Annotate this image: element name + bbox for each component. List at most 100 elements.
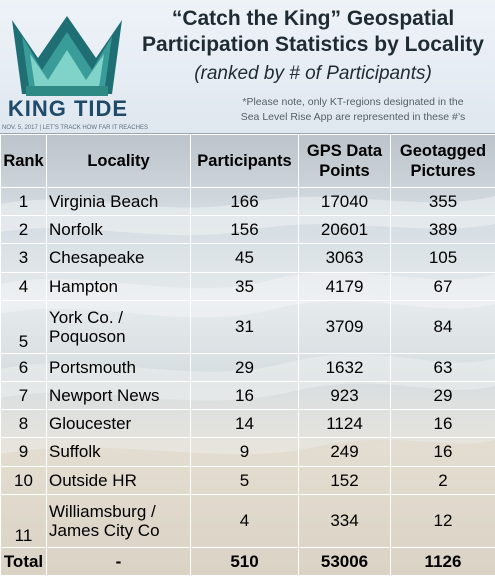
table-row: 11 Williamsburg / James City Co 4 334 12 [0, 493, 495, 548]
participants-cell: 14 [190, 409, 299, 439]
header-pictures-line-2: Pictures [410, 162, 476, 180]
rank-cell: 3 [0, 243, 47, 273]
page-subtitle: (ranked by # of Participants) [194, 63, 432, 84]
gps-cell: 4179 [298, 271, 391, 301]
locality-cell: York Co. / Poquoson [46, 299, 191, 354]
locality-line-2: Poquoson [49, 326, 126, 346]
gps-cell: 1632 [298, 352, 391, 382]
locality-cell: Outside HR [46, 465, 191, 495]
gps-cell: 249 [298, 437, 391, 467]
rank-cell: 7 [0, 380, 47, 411]
gps-cell: 3709 [298, 299, 391, 354]
pictures-cell: 355 [390, 186, 495, 217]
rank-cell: 2 [0, 215, 47, 245]
locality-cell: Hampton [46, 271, 191, 301]
locality-cell: Chesapeake [46, 243, 191, 273]
header-rank: Rank [0, 134, 47, 188]
gps-cell: 152 [298, 465, 391, 495]
pictures-cell: 105 [390, 243, 495, 273]
pictures-cell: 67 [390, 271, 495, 301]
header-gps-line-2: Points [319, 162, 370, 180]
header-gps: GPS Data Points [298, 134, 391, 188]
table-row: 9 Suffolk 9 249 16 [0, 437, 495, 467]
table-row: 1 Virginia Beach 166 17040 355 [0, 186, 495, 217]
pictures-cell: 84 [390, 299, 495, 354]
rank-cell: 10 [0, 465, 47, 495]
total-label: Total [0, 546, 47, 576]
total-gps: 53006 [298, 546, 391, 576]
participants-cell: 5 [190, 465, 299, 495]
header-pictures-line-1: Geotagged [399, 142, 487, 160]
header: KING TIDE NOV. 5, 2017 | LET'S TRACK HOW… [0, 0, 495, 134]
stats-table: Rank Locality Participants GPS Data Poin… [0, 134, 495, 576]
locality-cell: Newport News [46, 380, 191, 411]
table-header-row: Rank Locality Participants GPS Data Poin… [0, 134, 495, 188]
total-locality: - [46, 546, 191, 576]
table-row: 6 Portsmouth 29 1632 63 [0, 352, 495, 382]
rank-cell: 8 [0, 409, 47, 439]
gps-cell: 17040 [298, 186, 391, 217]
locality-cell: Norfolk [46, 215, 191, 245]
title-line-2: Participation Statistics by Locality [142, 33, 484, 56]
locality-line-1: York Co. / [49, 307, 124, 327]
logo-tagline: NOV. 5, 2017 | LET'S TRACK HOW FAR IT RE… [2, 125, 148, 131]
king-tide-logo: KING TIDE NOV. 5, 2017 | LET'S TRACK HOW… [2, 4, 148, 131]
note-line-1: *Please note, only KT-regions designated… [242, 96, 464, 108]
header-locality: Locality [46, 134, 191, 188]
header-participants: Participants [190, 134, 299, 188]
pictures-cell: 16 [390, 409, 495, 439]
locality-cell: Williamsburg / James City Co [46, 493, 191, 548]
title-line-1: “Catch the King” Geospatial [171, 7, 455, 30]
rank-cell: 4 [0, 271, 47, 301]
crown-icon [12, 16, 122, 96]
participants-cell: 9 [190, 437, 299, 467]
participants-cell: 4 [190, 493, 299, 548]
table-row: 3 Chesapeake 45 3063 105 [0, 243, 495, 273]
locality-cell: Suffolk [46, 437, 191, 467]
footnote: *Please note, only KT-regions designated… [214, 95, 492, 125]
participants-cell: 31 [190, 299, 299, 354]
header-pictures: Geotagged Pictures [390, 134, 495, 188]
pictures-cell: 389 [390, 215, 495, 245]
table-row: 5 York Co. / Poquoson 31 3709 84 [0, 299, 495, 354]
header-gps-line-1: GPS Data [306, 142, 383, 160]
rank-cell: 1 [0, 186, 47, 217]
logo-text: KING TIDE [7, 96, 129, 121]
total-row: Total - 510 53006 1126 [0, 546, 495, 576]
participants-cell: 29 [190, 352, 299, 382]
rank-cell: 6 [0, 352, 47, 382]
rank-cell: 5 [0, 299, 47, 354]
table-row: 4 Hampton 35 4179 67 [0, 271, 495, 301]
rank-cell: 11 [0, 493, 47, 548]
gps-cell: 20601 [298, 215, 391, 245]
table-row: 10 Outside HR 5 152 2 [0, 465, 495, 495]
gps-cell: 3063 [298, 243, 391, 273]
locality-line-1: Williamsburg / [49, 501, 156, 521]
page-title: “Catch the King” Geospatial Participatio… [134, 6, 492, 58]
rank-cell: 9 [0, 437, 47, 467]
total-participants: 510 [190, 546, 299, 576]
note-line-2: Sea Level Rise App are represented in th… [240, 111, 466, 123]
participants-cell: 166 [190, 186, 299, 217]
locality-cell: Portsmouth [46, 352, 191, 382]
participants-cell: 156 [190, 215, 299, 245]
gps-cell: 1124 [298, 409, 391, 439]
participants-cell: 35 [190, 271, 299, 301]
pictures-cell: 16 [390, 437, 495, 467]
pictures-cell: 12 [390, 493, 495, 548]
participants-cell: 16 [190, 380, 299, 411]
pictures-cell: 63 [390, 352, 495, 382]
table-row: 7 Newport News 16 923 29 [0, 380, 495, 411]
locality-cell: Virginia Beach [46, 186, 191, 217]
pictures-cell: 2 [390, 465, 495, 495]
table-row: 2 Norfolk 156 20601 389 [0, 215, 495, 245]
pictures-cell: 29 [390, 380, 495, 411]
total-pictures: 1126 [390, 546, 495, 576]
participants-cell: 45 [190, 243, 299, 273]
locality-cell: Gloucester [46, 409, 191, 439]
locality-line-2: James City Co [49, 520, 160, 540]
stats-table-area: Rank Locality Participants GPS Data Poin… [0, 134, 495, 576]
gps-cell: 334 [298, 493, 391, 548]
gps-cell: 923 [298, 380, 391, 411]
